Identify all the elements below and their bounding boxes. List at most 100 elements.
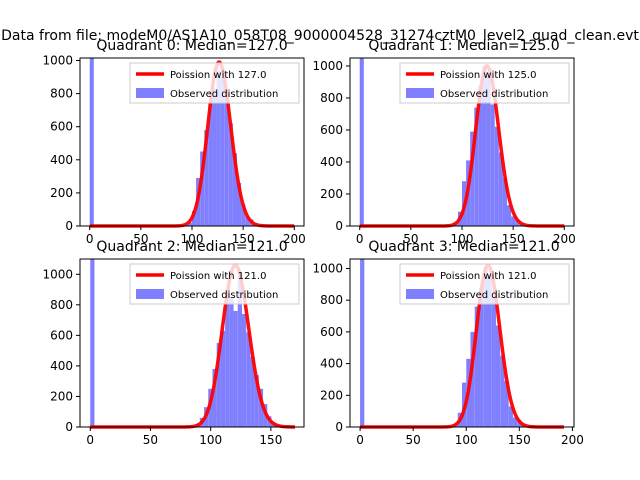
quadrant-0-legend-bars-label: Observed distribution <box>170 89 278 100</box>
quadrant-1-bar-10 <box>490 104 495 226</box>
quadrant-1-ytick-label-1: 200 <box>320 187 343 201</box>
quadrant-3-bar-5 <box>470 331 475 427</box>
quadrant-2-bar-15 <box>254 375 259 427</box>
quadrant-3-panel: Quadrant 3: Median=121.0 0 50 100 150 200 0 20… <box>312 239 583 447</box>
quadrant-2-bar-9 <box>229 297 234 427</box>
quadrant-0-bar-4 <box>200 151 205 226</box>
quadrant-0-bar-12 <box>232 153 237 226</box>
quadrant-2-ytick-label-0: 0 <box>65 420 73 434</box>
quadrant-0-bar-2 <box>192 211 197 226</box>
quadrant-2-ytick-label-2: 400 <box>50 359 73 373</box>
quadrant-0-bar-0 <box>89 58 94 226</box>
quadrant-0-plot-area: 0 50 100 150 200 0 200 400 600 800 1000 <box>42 53 305 246</box>
quadrant-1-bar-14 <box>507 205 512 226</box>
quadrant-2-bar-13 <box>246 332 251 427</box>
quadrant-3-ytick-label-4: 800 <box>320 293 343 307</box>
quadrant-2-bar-14 <box>250 356 255 427</box>
quadrant-2-xtick-label-2: 100 <box>199 433 222 447</box>
quadrant-1-xtick-label-3: 150 <box>502 232 525 246</box>
quadrant-3-bar-12 <box>500 355 505 427</box>
quadrant-3-bar-9 <box>487 276 492 427</box>
quadrant-3-bar-16 <box>517 420 522 427</box>
quadrant-0-bar-6 <box>208 103 213 226</box>
quadrant-0-bar-5 <box>204 130 209 226</box>
quadrant-3-xtick-label-1: 50 <box>406 433 421 447</box>
quadrant-1-bar-7 <box>478 85 483 226</box>
quadrant-0-ytick-label-2: 400 <box>50 153 73 167</box>
quadrant-3-bar-7 <box>478 287 484 427</box>
quadrant-3-ytick-label-0: 0 <box>335 420 343 434</box>
quadrant-2-title: Quadrant 2: Median=121.0 <box>96 239 287 255</box>
quadrant-2-xtick-label-3: 150 <box>259 433 282 447</box>
quadrant-0-xtick-label-1: 50 <box>133 232 148 246</box>
quadrant-3-bar-10 <box>491 297 496 427</box>
quadrant-1-title: Quadrant 1: Median=125.0 <box>368 38 559 54</box>
quadrant-1-bar-11 <box>494 126 499 226</box>
quadrant-2-bar-7 <box>220 330 226 427</box>
quadrant-1-ytick-label-5: 1000 <box>312 59 343 73</box>
quadrant-2-bar-8 <box>225 289 230 427</box>
quadrant-3-legend-bars-swatch <box>406 289 434 299</box>
quadrant-2-bar-12 <box>241 313 247 427</box>
quadrant-1-xtick-label-4: 200 <box>553 232 576 246</box>
quadrant-0-title: Quadrant 0: Median=127.0 <box>96 38 287 54</box>
quadrant-0-bar-9 <box>220 77 225 226</box>
quadrant-3-xtick-label-2: 100 <box>455 433 478 447</box>
quadrant-0-legend-curve-label: Poission with 127.0 <box>170 70 266 81</box>
quadrant-3-bar-8 <box>483 268 488 427</box>
quadrant-0-bar-7 <box>212 88 217 227</box>
quadrant-1-bar-16 <box>515 219 520 226</box>
quadrant-2-ytick-label-5: 1000 <box>42 267 73 281</box>
quadrant-1-legend: Poission with 125.0 Observed distributio… <box>399 62 570 104</box>
quadrant-3-ytick-label-1: 200 <box>320 388 343 402</box>
quadrant-2-legend: Poission with 121.0 Observed distributio… <box>129 263 300 305</box>
quadrant-1-panel: Quadrant 1: Median=125.0 0 50 100 150 200 0 20… <box>312 38 575 246</box>
quadrant-2-bar-5 <box>212 368 217 427</box>
quadrant-2-ytick-label-3: 600 <box>50 328 73 342</box>
quadrant-3-spines <box>349 258 575 428</box>
quadrant-2-bar-11 <box>237 274 242 427</box>
quadrant-0-bar-1 <box>187 222 192 226</box>
quadrant-1-ytick-label-0: 0 <box>335 219 343 233</box>
quadrant-1-bar-8 <box>482 66 487 226</box>
quadrant-0-bar-15 <box>245 216 250 226</box>
quadrant-1-bar-0 <box>359 58 364 226</box>
quadrant-1-legend-bars-swatch <box>406 88 434 98</box>
quadrant-3-xtick-label-3: 150 <box>508 433 531 447</box>
quadrant-3-bar-14 <box>508 406 513 427</box>
quadrant-2-spines <box>79 258 305 428</box>
quadrant-1-ytick-label-2: 400 <box>320 155 343 169</box>
quadrant-2-plot-area: 0 50 100 150 0 200 400 600 800 1000 <box>42 258 305 447</box>
quadrant-1-xtick-label-1: 50 <box>403 232 418 246</box>
quadrant-2-legend-bars-swatch <box>136 289 164 299</box>
quadrant-2-ytick-label-4: 800 <box>50 298 73 312</box>
quadrant-0-ytick-label-3: 600 <box>50 120 73 134</box>
quadrant-0-ytick-label-0: 0 <box>65 219 73 233</box>
quadrant-0-ytick-label-5: 1000 <box>42 53 73 67</box>
quadrant-3-ytick-label-3: 600 <box>320 325 343 339</box>
quadrant-3-legend-curve-label: Poission with 121.0 <box>440 271 536 282</box>
quadrant-3-bar-11 <box>495 325 501 427</box>
quadrant-1-xtick-label-2: 100 <box>451 232 474 246</box>
quadrant-3-ytick-label-5: 1000 <box>312 262 343 276</box>
quadrant-1-bar-9 <box>486 72 491 227</box>
quadrant-0-bar-8 <box>216 70 221 226</box>
quadrant-3-bar-15 <box>512 417 518 427</box>
quadrant-1-plot-area: 0 50 100 150 200 0 200 400 600 800 1000 <box>312 57 576 246</box>
quadrant-1-bar-15 <box>511 216 516 226</box>
quadrant-1-legend-bars-label: Observed distribution <box>440 89 548 100</box>
quadrant-0-bar-10 <box>224 96 229 227</box>
quadrant-2-legend-bars-label: Observed distribution <box>170 290 278 301</box>
quadrant-1-bar-12 <box>498 152 503 226</box>
quadrant-2-bar-0 <box>90 259 95 427</box>
quadrant-2-legend-curve-label: Poission with 121.0 <box>170 271 266 282</box>
quadrant-0-bar-13 <box>237 182 242 226</box>
quadrant-3-title: Quadrant 3: Median=121.0 <box>368 239 559 255</box>
quadrant-2-panel: Quadrant 2: Median=121.0 0 50 100 150 0 200 40… <box>42 239 305 447</box>
quadrant-1-bar-6 <box>474 107 479 226</box>
quadrant-2-ytick-label-1: 200 <box>50 389 73 403</box>
quadrant-3-bar-13 <box>504 381 509 427</box>
quadrant-1-xtick-label-0: 0 <box>356 232 364 246</box>
quadrant-1-legend-curve-label: Poission with 125.0 <box>440 70 536 81</box>
quadrant-2-bar-10 <box>233 310 238 427</box>
